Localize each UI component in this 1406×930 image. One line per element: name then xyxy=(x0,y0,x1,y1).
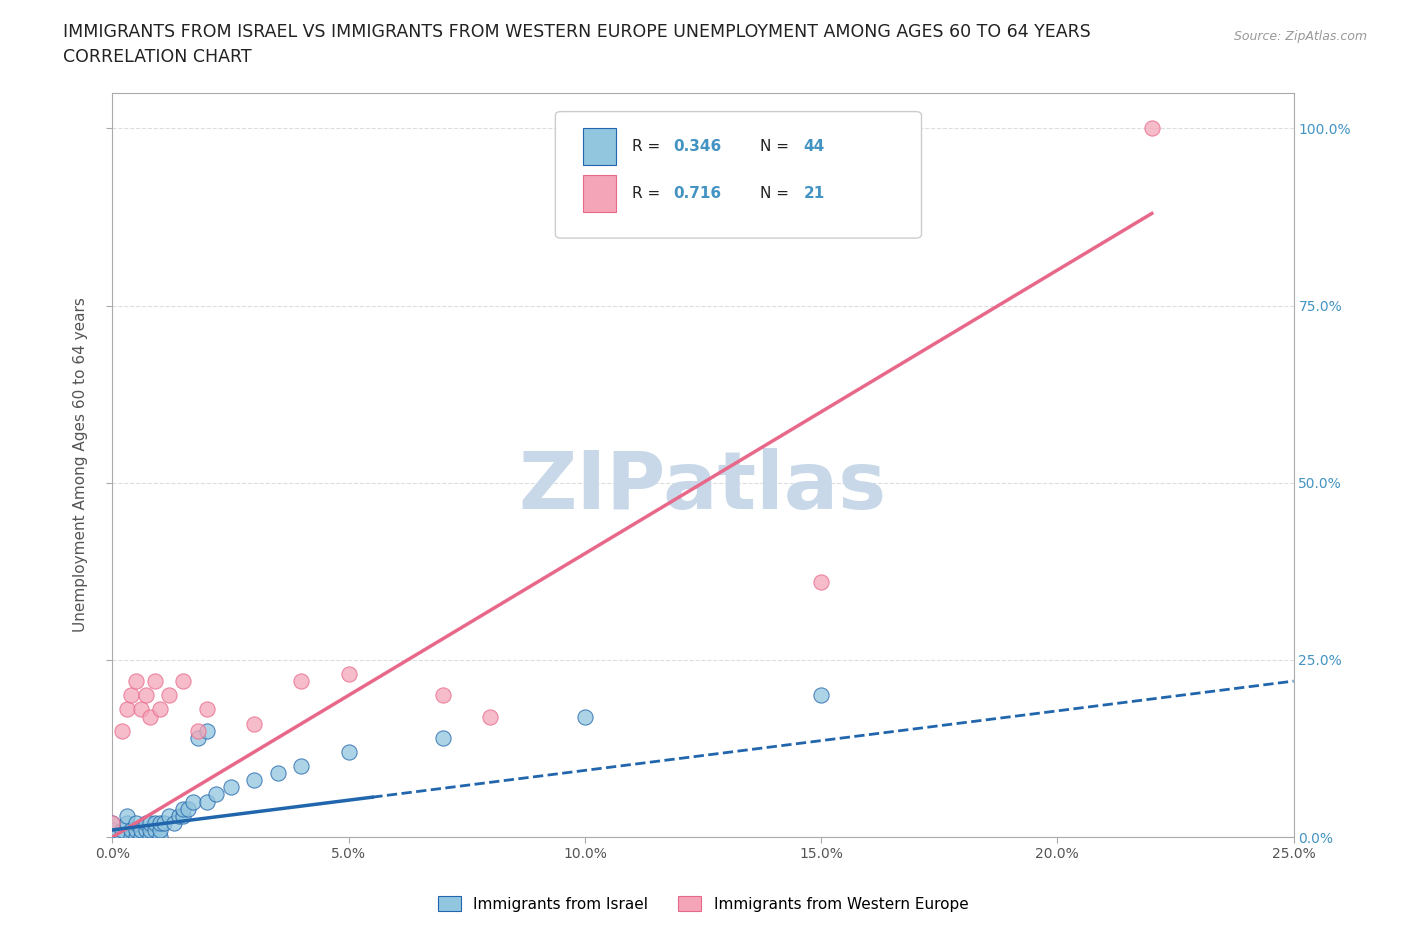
Text: N =: N = xyxy=(759,140,793,154)
Bar xyxy=(582,175,616,212)
Point xyxy=(125,822,148,837)
Point xyxy=(172,802,194,817)
Point xyxy=(195,724,218,738)
Point xyxy=(243,773,266,788)
Point xyxy=(157,808,180,823)
Point xyxy=(139,816,162,830)
Point xyxy=(135,816,157,830)
Point xyxy=(143,822,166,837)
Point xyxy=(172,673,194,688)
Y-axis label: Unemployment Among Ages 60 to 64 years: Unemployment Among Ages 60 to 64 years xyxy=(73,298,89,632)
Point xyxy=(143,816,166,830)
Point xyxy=(149,702,172,717)
Point xyxy=(120,688,142,703)
Point xyxy=(243,716,266,731)
Text: 0.716: 0.716 xyxy=(673,186,721,201)
Text: 0.346: 0.346 xyxy=(673,140,721,154)
Text: R =: R = xyxy=(633,186,665,201)
Point xyxy=(186,724,208,738)
Point xyxy=(337,745,360,760)
Point xyxy=(111,822,134,837)
Point xyxy=(125,816,148,830)
Point xyxy=(111,830,134,844)
Point xyxy=(219,780,242,795)
FancyBboxPatch shape xyxy=(555,112,921,238)
Point xyxy=(186,730,208,745)
Text: N =: N = xyxy=(759,186,793,201)
Point xyxy=(149,830,172,844)
Point xyxy=(139,822,162,837)
Point xyxy=(810,575,832,590)
Point xyxy=(101,816,124,830)
Point xyxy=(157,688,180,703)
Point xyxy=(479,709,502,724)
Point xyxy=(163,816,186,830)
Text: Source: ZipAtlas.com: Source: ZipAtlas.com xyxy=(1233,30,1367,43)
Point xyxy=(195,702,218,717)
Point xyxy=(101,816,124,830)
Point xyxy=(115,816,138,830)
Point xyxy=(139,830,162,844)
Text: IMMIGRANTS FROM ISRAEL VS IMMIGRANTS FROM WESTERN EUROPE UNEMPLOYMENT AMONG AGES: IMMIGRANTS FROM ISRAEL VS IMMIGRANTS FRO… xyxy=(63,23,1091,41)
Text: 21: 21 xyxy=(803,186,825,201)
Text: R =: R = xyxy=(633,140,665,154)
Point xyxy=(115,702,138,717)
Point xyxy=(167,808,190,823)
Point xyxy=(290,759,312,774)
Point xyxy=(574,709,596,724)
Point xyxy=(143,673,166,688)
Point xyxy=(177,802,200,817)
Point xyxy=(337,667,360,682)
Point xyxy=(129,702,152,717)
Point xyxy=(125,673,148,688)
Point xyxy=(290,673,312,688)
Point xyxy=(1140,121,1163,136)
Text: CORRELATION CHART: CORRELATION CHART xyxy=(63,48,252,66)
Point xyxy=(129,822,152,837)
Point xyxy=(195,794,218,809)
Point xyxy=(129,830,152,844)
Point xyxy=(153,816,176,830)
Point xyxy=(181,794,204,809)
Point xyxy=(120,830,142,844)
Point xyxy=(111,724,134,738)
Point xyxy=(135,822,157,837)
Point xyxy=(139,709,162,724)
Point xyxy=(149,822,172,837)
Point xyxy=(115,808,138,823)
Point xyxy=(432,688,454,703)
Point xyxy=(125,830,148,844)
Point xyxy=(101,822,124,837)
Legend: Immigrants from Israel, Immigrants from Western Europe: Immigrants from Israel, Immigrants from … xyxy=(432,889,974,918)
Point xyxy=(267,765,290,780)
Point xyxy=(205,787,228,802)
Text: ZIPatlas: ZIPatlas xyxy=(519,448,887,526)
Bar xyxy=(582,128,616,166)
Point xyxy=(135,688,157,703)
Point xyxy=(101,830,124,844)
Text: 44: 44 xyxy=(803,140,825,154)
Point xyxy=(432,730,454,745)
Point xyxy=(810,688,832,703)
Point xyxy=(120,822,142,837)
Point xyxy=(149,816,172,830)
Point xyxy=(172,808,194,823)
